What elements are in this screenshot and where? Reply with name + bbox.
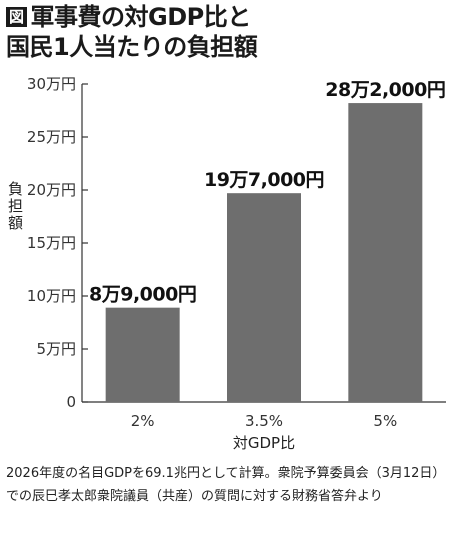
y-tick-label: 20万円 (27, 181, 76, 199)
figure-badge: 図 (6, 7, 27, 27)
bar (105, 307, 180, 402)
y-tick-label: 0 (66, 393, 76, 411)
data-label: 19万7,000円 (204, 169, 324, 191)
bar-chart: 0 5万円 10万円 15万円 20万円 25万円 30万円 8万9,000円 19万7,00… (8, 75, 446, 452)
y-tick-label: 25万円 (27, 128, 76, 146)
y-axis-title: 負担額 (8, 180, 23, 232)
x-tick-label: 2% (131, 412, 155, 430)
y-axis: 0 5万円 10万円 15万円 20万円 25万円 30万円 (27, 75, 446, 411)
x-tick-label: 3.5% (245, 412, 283, 430)
title-text-1: 軍事費の対GDP比と (30, 3, 252, 31)
bar (348, 103, 423, 402)
x-tick-label: 5% (373, 412, 397, 430)
title-text-2: 国民1人当たりの負担額 (6, 33, 258, 61)
title-line-1: 図軍事費の対GDP比と (6, 2, 446, 32)
data-label: 8万9,000円 (89, 284, 196, 306)
data-labels: 8万9,000円 19万7,000円 28万2,000円 (89, 79, 446, 306)
x-axis-title: 対GDP比 (233, 434, 295, 452)
y-tick-label: 30万円 (27, 75, 76, 93)
x-axis: 2% 3.5% 5% (131, 412, 397, 430)
y-tick-label: 10万円 (27, 287, 76, 305)
y-tick-label: 15万円 (27, 234, 76, 252)
source-note: 2026年度の名目GDPを69.1兆円として計算。衆院予算委員会（3月12日）で… (6, 466, 446, 504)
bars (105, 103, 423, 402)
y-tick-label: 5万円 (36, 340, 76, 358)
chart-title: 図軍事費の対GDP比と 国民1人当たりの負担額 (6, 2, 446, 62)
bar (227, 193, 301, 402)
data-label: 28万2,000円 (325, 79, 445, 101)
